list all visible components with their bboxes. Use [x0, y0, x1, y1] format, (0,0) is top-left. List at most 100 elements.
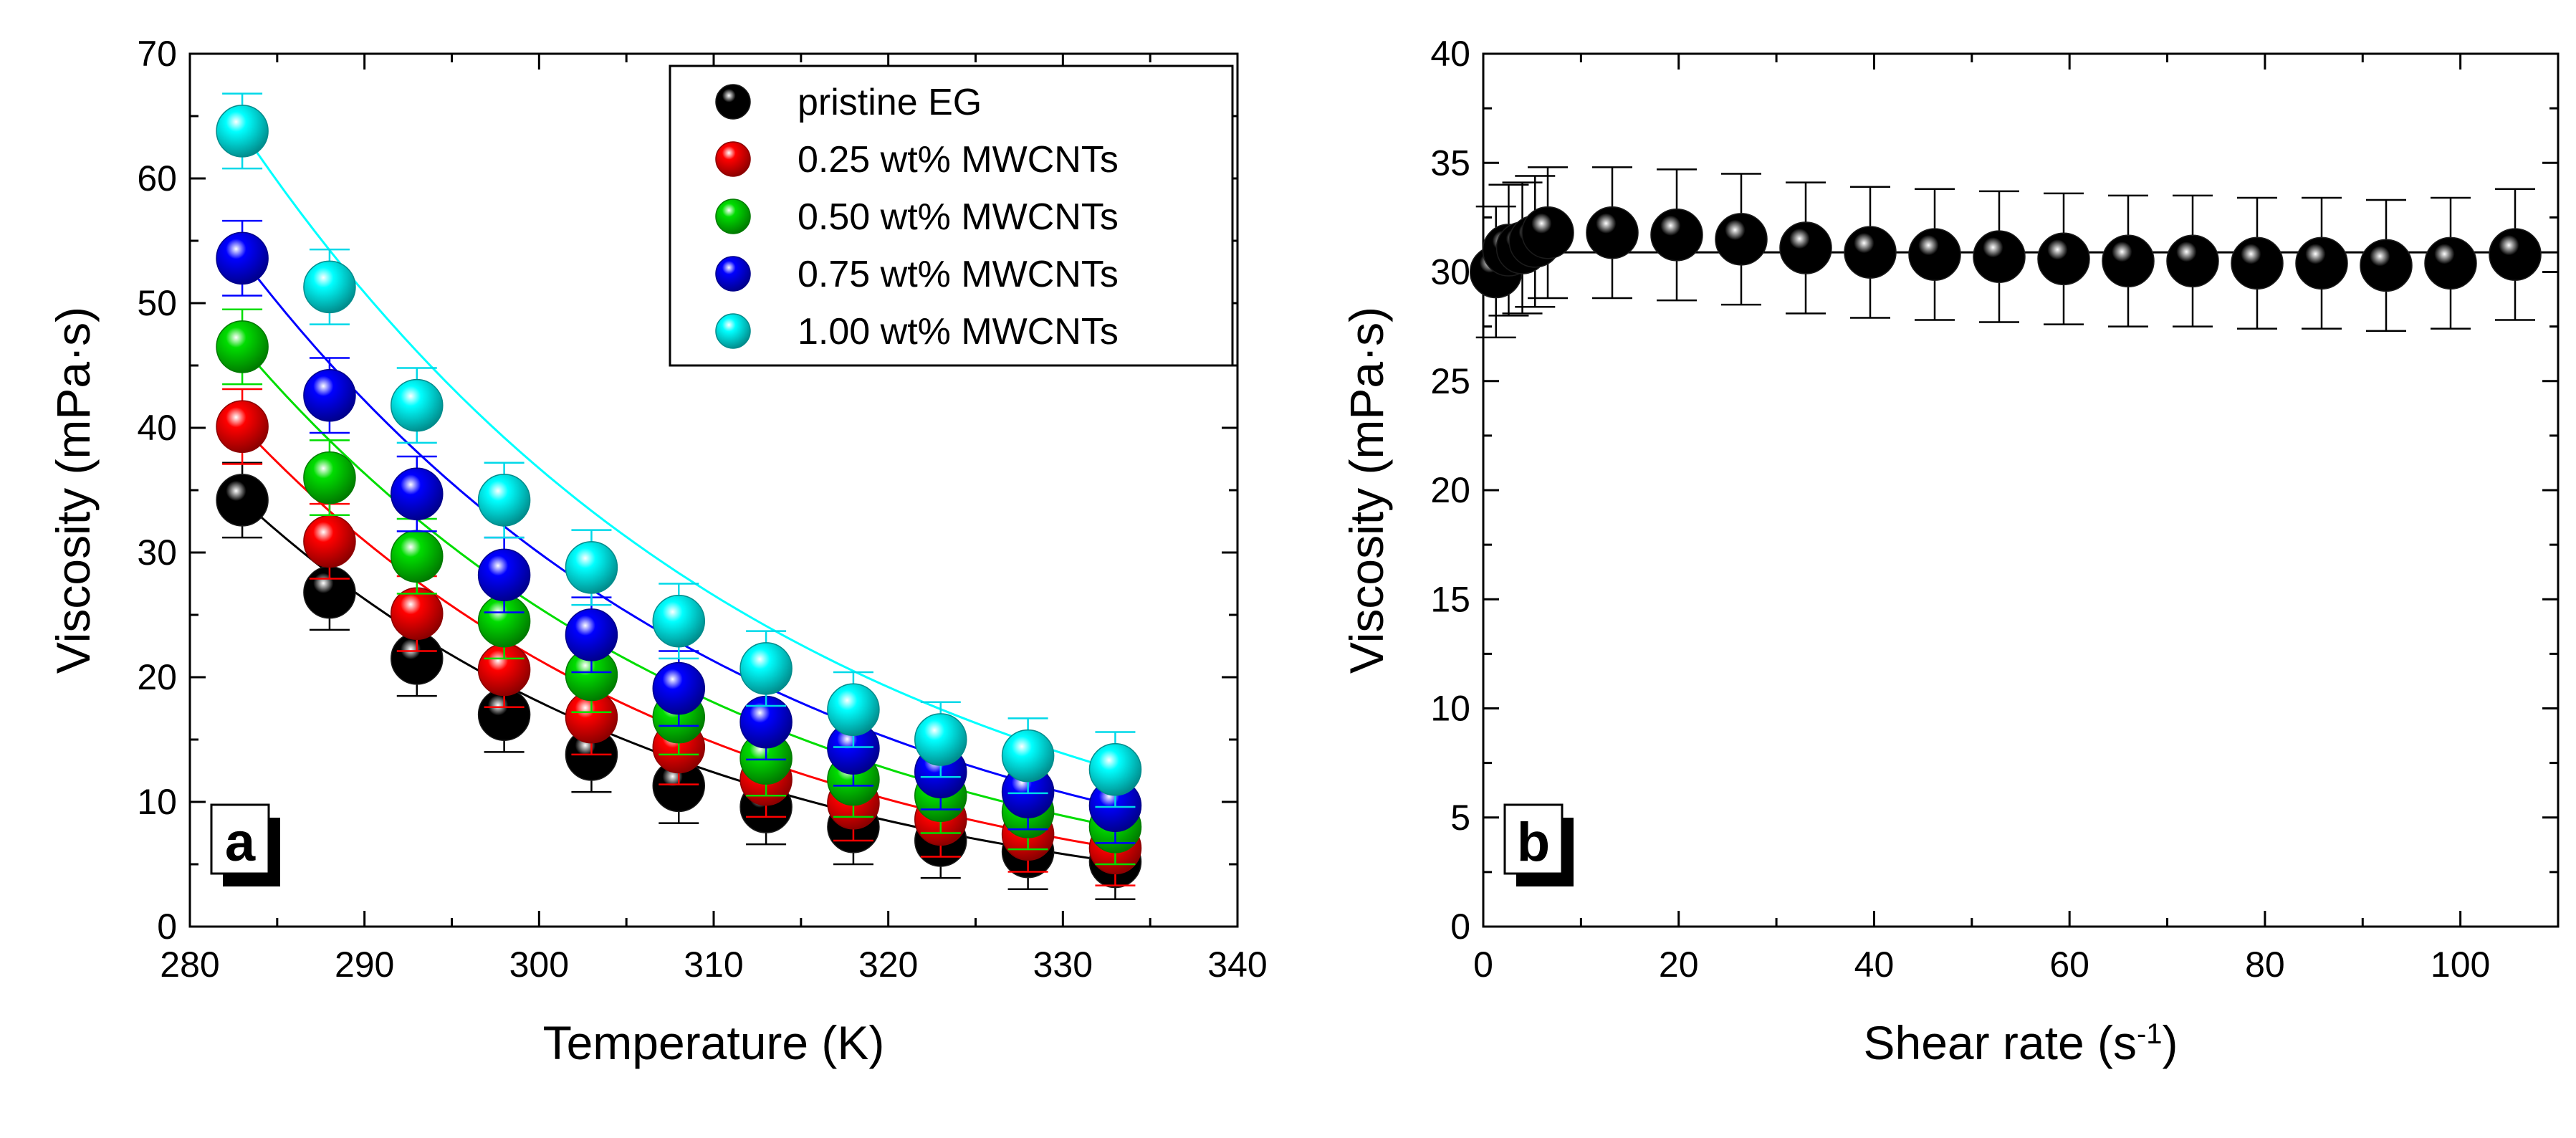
legend-marker: [715, 84, 751, 120]
y-tick-label: 20: [137, 657, 177, 697]
y-tick-label: 0: [157, 907, 177, 947]
x-tick-label: 0: [1473, 945, 1493, 985]
y-axis-label: Viscosity (mPa·s): [47, 307, 100, 674]
legend-label: pristine EG: [798, 82, 982, 123]
data-point: [216, 400, 269, 454]
data-point: [303, 451, 356, 505]
data-point: [1001, 729, 1055, 783]
panel-label: a: [225, 812, 256, 873]
series-0: [1469, 166, 2542, 339]
data-point: [1844, 226, 1897, 279]
x-tick-label: 320: [858, 945, 918, 985]
data-point: [216, 320, 269, 373]
x-tick-label: 330: [1033, 945, 1093, 985]
data-point: [827, 683, 880, 736]
data-point: [1779, 221, 1832, 274]
data-point: [652, 661, 706, 715]
x-tick-label: 40: [1854, 945, 1895, 985]
x-tick-label: 100: [2431, 945, 2490, 985]
y-tick-label: 10: [1430, 689, 1470, 729]
y-tick-label: 35: [1430, 143, 1470, 183]
x-tick-label: 80: [2245, 945, 2285, 985]
x-tick-label: 310: [684, 945, 743, 985]
x-axis-label: Shear rate (s-1): [1863, 1016, 2178, 1069]
data-point: [2360, 239, 2413, 292]
series-3: [216, 219, 1142, 844]
data-point: [391, 587, 444, 641]
data-point: [216, 231, 269, 285]
y-tick-label: 30: [1430, 252, 1470, 292]
y-tick-label: 60: [137, 158, 177, 199]
panel-label-box: [210, 803, 270, 875]
y-tick-label: 20: [1430, 470, 1470, 510]
y-tick-label: 50: [137, 283, 177, 323]
data-point: [1715, 213, 1768, 266]
data-point: [1088, 743, 1142, 796]
data-point: [739, 642, 793, 695]
x-axis-label: Temperature (K): [543, 1016, 885, 1069]
data-point: [216, 105, 269, 158]
data-point: [303, 515, 356, 568]
data-point: [2231, 236, 2284, 290]
data-point: [2489, 228, 2542, 281]
legend-label: 1.00 wt% MWCNTs: [798, 311, 1119, 353]
chart-panel-b: 0 20 40 60 80 100 0 5 10 15 20 25 30 35 40 Shear rate (…: [1340, 34, 2560, 1069]
legend-marker: [715, 256, 751, 292]
y-axis-label: Viscosity (mPa·s): [1340, 307, 1393, 674]
x-tick-label: 280: [160, 945, 219, 985]
legend-marker: [715, 199, 751, 234]
data-point: [216, 474, 269, 527]
data-point: [565, 608, 618, 661]
data-point: [477, 548, 531, 602]
data-point: [1521, 206, 1574, 259]
y-tick-label: 0: [1450, 907, 1470, 947]
y-tick-label: 70: [137, 34, 177, 74]
x-axis-label-suffix: ): [2163, 1016, 2178, 1069]
data-point: [303, 260, 356, 314]
data-point: [2424, 236, 2477, 290]
panel-label-box: [1503, 803, 1564, 875]
legend-label: 0.50 wt% MWCNTs: [798, 196, 1119, 238]
x-axis-label-superscript: -1: [2137, 1018, 2163, 1050]
data-point: [1586, 206, 1639, 259]
legend-marker: [715, 141, 751, 177]
y-tick-label: 10: [137, 782, 177, 822]
data-point: [391, 530, 444, 583]
x-tick-label: 290: [335, 945, 394, 985]
data-point: [1908, 228, 1961, 281]
data-point: [477, 474, 531, 527]
data-point: [1973, 230, 2026, 283]
y-tick-label: 40: [1430, 34, 1470, 74]
data-point: [303, 369, 356, 422]
data-point: [1650, 208, 1703, 262]
data-point: [652, 594, 706, 648]
legend-marker: [715, 313, 751, 349]
x-tick-label: 20: [1659, 945, 1699, 985]
plot-frame: [1482, 52, 2560, 928]
data-point: [391, 378, 444, 432]
x-tick-label: 340: [1207, 945, 1267, 985]
data-point: [2102, 234, 2155, 288]
data-point: [914, 713, 967, 766]
data-point: [391, 467, 444, 520]
x-tick-label: 60: [2049, 945, 2089, 985]
y-tick-label: 15: [1430, 579, 1470, 619]
data-point: [565, 541, 618, 594]
y-tick-label: 5: [1450, 798, 1470, 838]
y-tick-label: 25: [1430, 361, 1470, 401]
data-point: [2295, 236, 2348, 290]
x-axis-label-text: Shear rate (s: [1863, 1016, 2137, 1069]
series-4: [216, 92, 1142, 808]
y-tick-label: 40: [137, 408, 177, 448]
legend-box: [669, 64, 1234, 367]
chart-panel-a: 280 290 300 310 320 330 340 0 10 20 30 40 50 60 70 Temp…: [47, 34, 1268, 1069]
x-tick-label: 300: [509, 945, 569, 985]
legend-label: 0.75 wt% MWCNTs: [798, 254, 1119, 295]
x-axis-label-text: Temperature (K): [543, 1016, 885, 1069]
data-point: [2166, 234, 2219, 288]
y-tick-label: 30: [137, 532, 177, 573]
legend-label: 0.25 wt% MWCNTs: [798, 139, 1119, 181]
fit-curve: [241, 130, 1116, 771]
data-point: [2037, 232, 2090, 285]
